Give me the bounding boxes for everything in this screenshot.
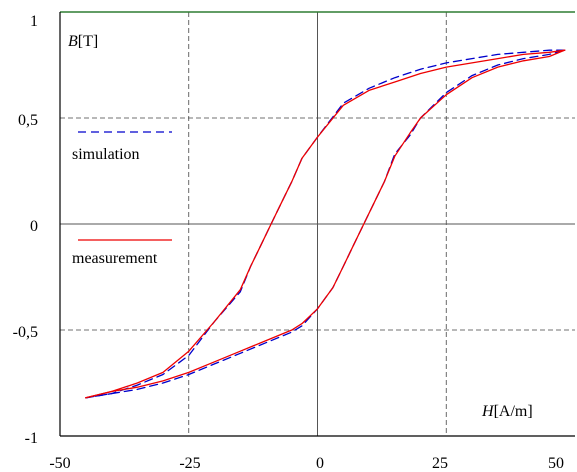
x-tick-label-25: 25 <box>432 455 448 472</box>
y-tick-labels: 1 0,5 0 -0,5 -1 <box>13 13 38 447</box>
series-group <box>85 49 566 399</box>
x-tick-label-neg-50: -50 <box>49 455 70 472</box>
axes <box>59 11 575 437</box>
y-tick-label-1: 1 <box>30 13 38 30</box>
y-tick-label-neg-1: -1 <box>25 430 38 447</box>
y-axis-label-var: B <box>68 33 78 50</box>
legend-label-measurement: measurement <box>72 250 158 267</box>
y-tick-label-0-5: 0,5 <box>18 112 38 129</box>
grid-lines <box>60 12 575 436</box>
y-tick-label-0: 0 <box>30 218 38 235</box>
series-measurement-branch-descending <box>85 49 566 399</box>
y-axis-label-unit: [T] <box>78 33 98 50</box>
y-tick-label-neg-0-5: -0,5 <box>13 324 38 341</box>
series-measurement-branch-ascending <box>85 49 566 399</box>
legend: simulation measurement <box>72 131 172 267</box>
x-tick-label-neg-25: -25 <box>179 455 200 472</box>
x-axis-label-unit: [A/m] <box>494 403 533 420</box>
legend-label-simulation: simulation <box>72 146 140 163</box>
x-tick-labels: -50 -25 0 25 50 <box>49 455 564 472</box>
x-tick-label-0: 0 <box>316 455 324 472</box>
x-axis-label: H[A/m] <box>481 403 533 420</box>
x-tick-label-50: 50 <box>548 455 564 472</box>
x-axis-label-var: H <box>481 403 495 420</box>
y-axis-label: B[T] <box>68 33 98 50</box>
